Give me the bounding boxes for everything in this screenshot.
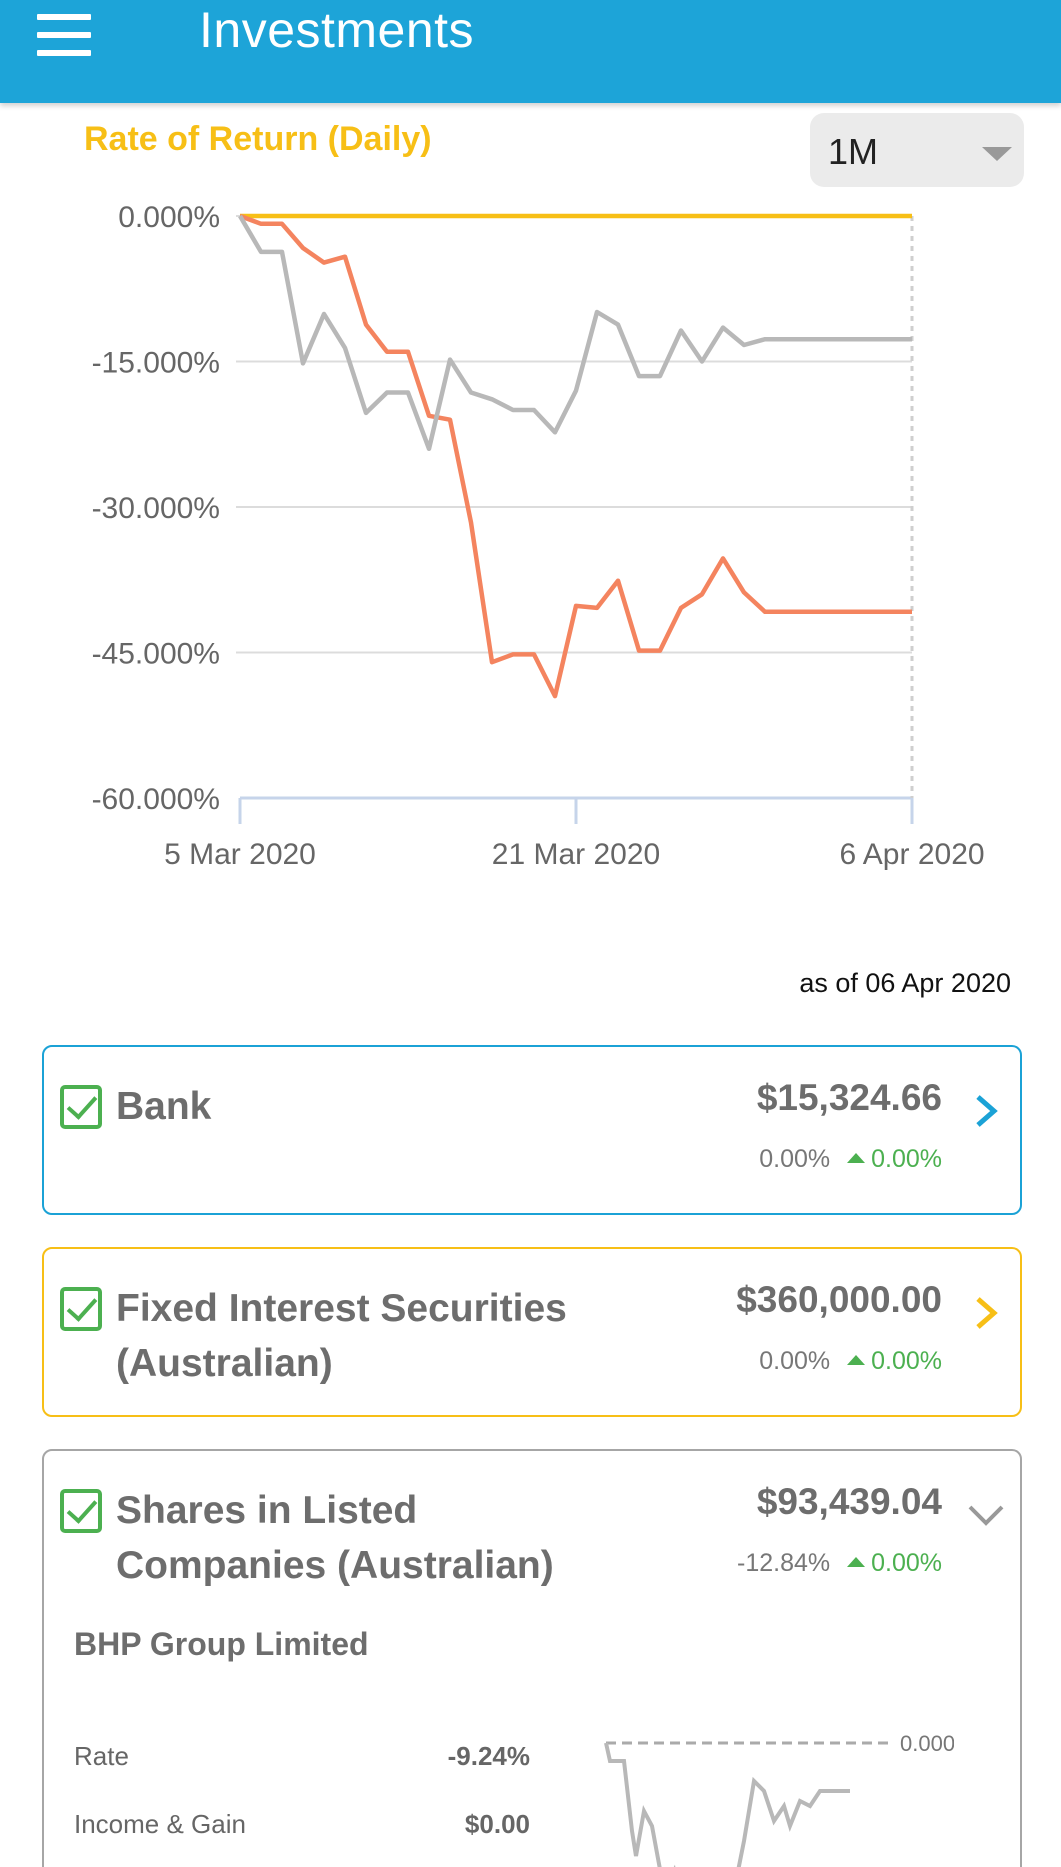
series-line-2 xyxy=(239,213,912,699)
triangle-up-icon xyxy=(847,1153,866,1163)
range-value: 1M xyxy=(828,131,879,172)
return-percent: 0.00% xyxy=(759,1347,831,1375)
category-amount: $360,000.00 xyxy=(736,1279,942,1320)
chevron-down-icon[interactable] xyxy=(966,1495,1006,1535)
holding-mini-chart: 0.000% xyxy=(604,1731,954,1867)
y-tick-label: -15.000% xyxy=(92,347,220,380)
change-value: 0.00% xyxy=(871,1145,942,1173)
change-value: 0.00% xyxy=(871,1549,942,1577)
category-name: Shares in Listed Companies (Australian) xyxy=(116,1489,554,1587)
chevron-right-icon[interactable] xyxy=(966,1293,1006,1333)
income-gain-value: $0.00 xyxy=(464,1809,530,1839)
y-tick-label: 0.000% xyxy=(118,201,220,234)
holding-name: BHP Group Limited xyxy=(74,1626,369,1662)
rate-of-return-chart: 0.000% -15.000% -30.000% -45.000% -60.000% 5 … xyxy=(92,201,985,871)
mini-chart-line xyxy=(604,1742,850,1867)
return-percent: -12.84% xyxy=(737,1549,831,1577)
change-value: 0.00% xyxy=(871,1347,942,1375)
range-dropdown[interactable]: 1M xyxy=(810,113,1024,187)
y-tick-label: -30.000% xyxy=(92,492,220,525)
shares-checkbox[interactable] xyxy=(60,1489,102,1533)
dropdown-caret-icon xyxy=(982,147,1012,161)
category-returns: 0.00% 0.00% xyxy=(759,1145,942,1174)
app-title: Investments xyxy=(199,2,475,58)
chevron-right-icon[interactable] xyxy=(966,1091,1006,1131)
triangle-up-icon xyxy=(847,1355,866,1365)
triangle-up-icon xyxy=(847,1557,866,1567)
change-indicator: 0.00% xyxy=(847,1145,942,1173)
change-indicator: 0.00% xyxy=(847,1347,942,1375)
x-tick-label: 21 Mar 2020 xyxy=(492,838,660,871)
category-returns: 0.00% 0.00% xyxy=(759,1347,942,1376)
app-bar: Investments xyxy=(0,0,1061,103)
mini-chart-zero-label: 0.000% xyxy=(900,1731,954,1756)
x-tick-label: 6 Apr 2020 xyxy=(839,838,984,871)
category-returns: -12.84% 0.00% xyxy=(737,1549,942,1578)
chart-title: Rate of Return (Daily) xyxy=(84,120,432,158)
category-card-fixed-interest[interactable]: Fixed Interest Securities (Australian) $… xyxy=(42,1247,1022,1417)
series-line-3 xyxy=(238,214,912,452)
rate-label: Rate xyxy=(74,1741,129,1771)
hamburger-menu-icon[interactable] xyxy=(30,8,100,64)
return-percent: 0.00% xyxy=(759,1145,831,1173)
income-gain-label: Income & Gain xyxy=(74,1809,246,1839)
category-name: Fixed Interest Securities (Australian) xyxy=(116,1287,567,1385)
category-amount: $93,439.04 xyxy=(756,1481,942,1522)
as-of-date: as of 06 Apr 2020 xyxy=(799,968,1011,998)
x-tick-label: 5 Mar 2020 xyxy=(164,838,316,871)
category-card-bank[interactable]: Bank $15,324.66 0.00% 0.00% xyxy=(42,1045,1022,1215)
bank-checkbox[interactable] xyxy=(60,1085,102,1129)
y-tick-label: -60.000% xyxy=(92,783,220,816)
rate-value: -9.24% xyxy=(447,1741,530,1771)
fixed-interest-checkbox[interactable] xyxy=(60,1287,102,1331)
category-amount: $15,324.66 xyxy=(756,1077,942,1118)
category-name: Bank xyxy=(116,1085,212,1128)
y-tick-label: -45.000% xyxy=(92,638,220,671)
category-card-shares[interactable]: Shares in Listed Companies (Australian) … xyxy=(42,1449,1022,1867)
change-indicator: 0.00% xyxy=(847,1549,942,1577)
